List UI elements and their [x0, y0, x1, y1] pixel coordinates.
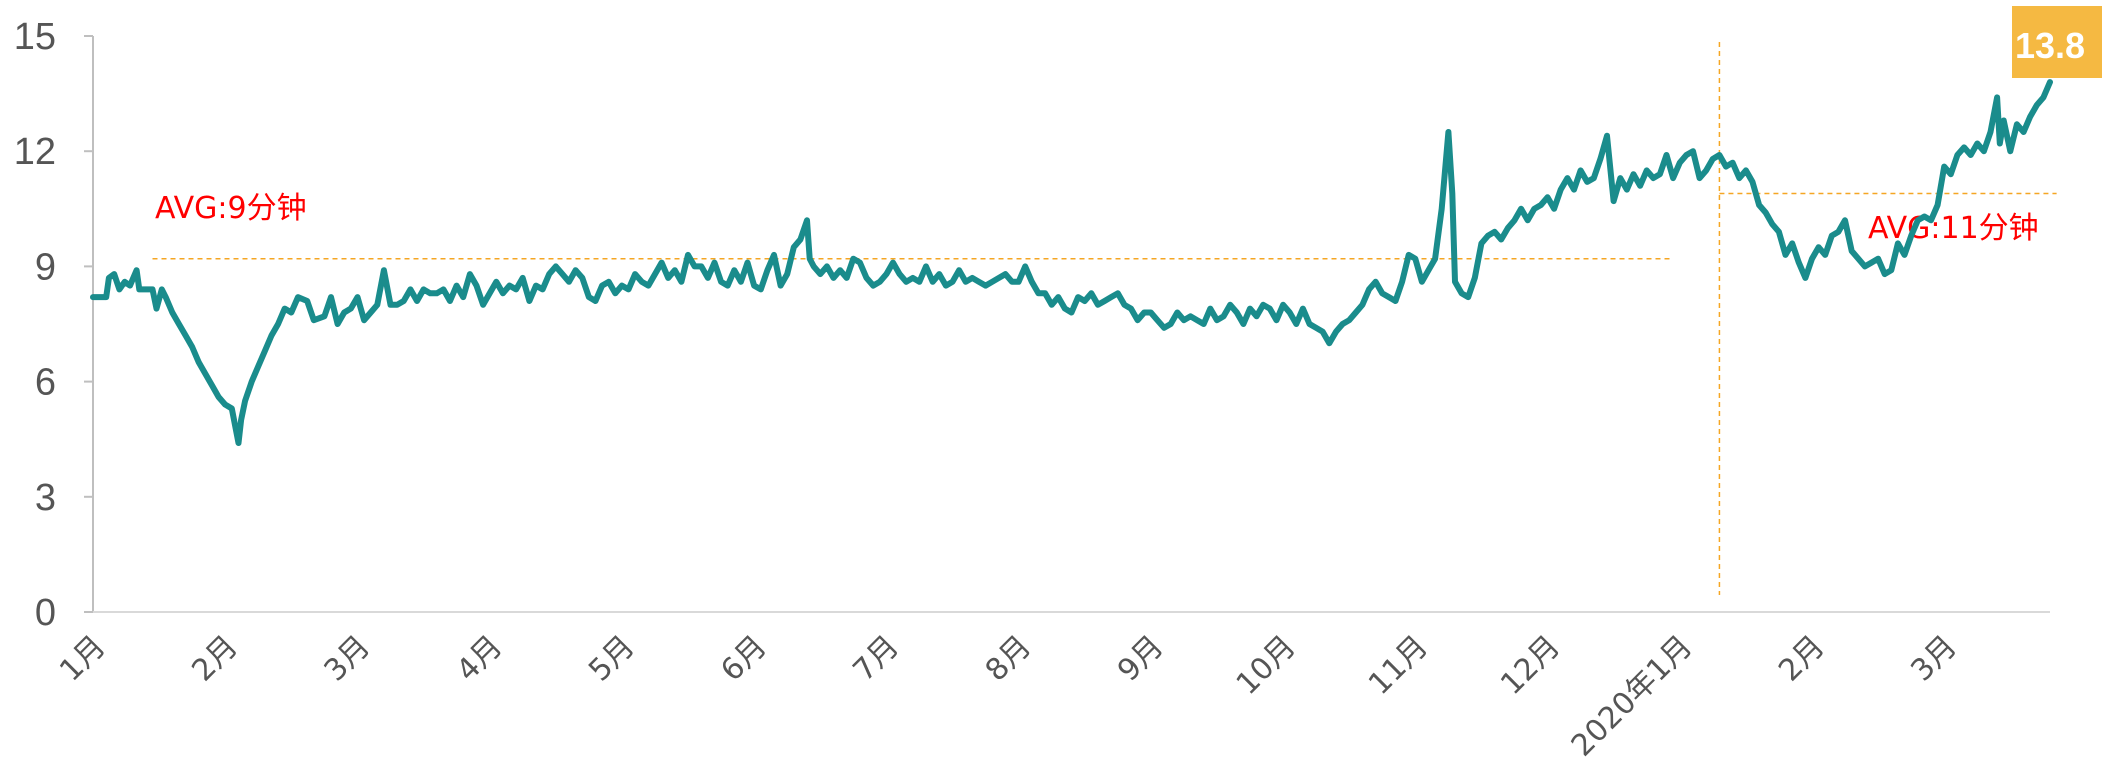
y-tick-label: 15	[14, 16, 56, 58]
x-tick-label: 2月	[1772, 629, 1831, 688]
avg1-label: AVG:9分钟	[155, 191, 307, 226]
x-tick-label: 8月	[979, 629, 1038, 688]
x-tick-label: 5月	[582, 629, 641, 688]
x-tick-label: 7月	[847, 629, 906, 688]
y-tick-label: 0	[35, 592, 56, 634]
y-tick-label: 9	[35, 246, 56, 288]
x-tick-label: 11月	[1362, 629, 1435, 702]
y-tick-label: 3	[35, 477, 56, 519]
y-tick-label: 6	[35, 362, 56, 404]
x-tick-label: 12月	[1494, 629, 1567, 702]
y-tick-label: 12	[14, 131, 56, 173]
end-value-badge-label: 13.8	[2015, 25, 2085, 66]
x-tick-label: 6月	[714, 629, 773, 688]
series-line	[90, 79, 2053, 446]
x-tick-label: 2月	[185, 629, 244, 688]
y-axis-ticks: 0 3 6 9 12 15	[14, 16, 93, 634]
avg2-label: AVG:11分钟	[1868, 211, 2039, 246]
end-value-badge: 13.8	[2012, 6, 2102, 78]
average-lines: AVG:9分钟 AVG:11分钟	[152, 42, 2057, 595]
x-tick-label: 9月	[1111, 629, 1170, 688]
end-value-badge-box	[2012, 6, 2102, 78]
x-tick-label: 3月	[318, 629, 377, 688]
x-tick-label: 10月	[1230, 629, 1303, 702]
x-tick-label: 4月	[450, 629, 509, 688]
x-tick-label: 1月	[53, 629, 112, 688]
x-tick-label: 3月	[1904, 629, 1963, 688]
x-tick-label: 2020年1月	[1565, 629, 1700, 764]
